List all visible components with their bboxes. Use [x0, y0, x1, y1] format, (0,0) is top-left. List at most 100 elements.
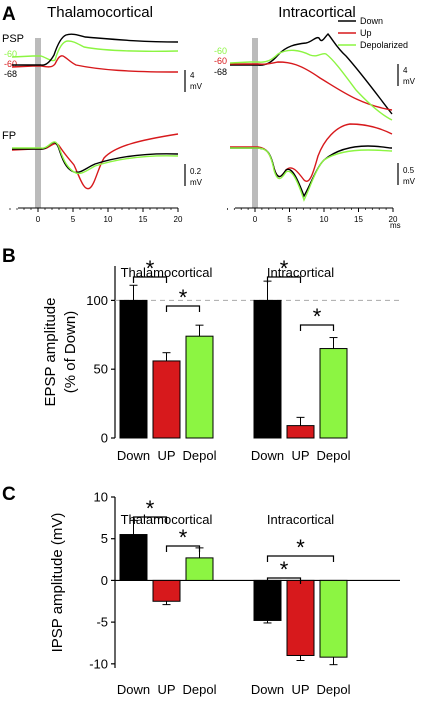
time-tick-label-left: 0 [36, 215, 41, 224]
bar-up [152, 579, 181, 602]
significance-star: * [146, 256, 155, 281]
y-axis-label: EPSP amplitude [42, 298, 59, 407]
group-title: Intracortical [267, 512, 334, 527]
scalebar-right-psp-value: 4 [403, 66, 408, 75]
time-tick-label-left: 20 [174, 215, 183, 224]
category-label: UP [291, 682, 309, 697]
y-tick-label: -10 [89, 656, 108, 671]
psp-trace-depolarized-left [11, 40, 179, 62]
time-tick-label-right: 10 [320, 215, 329, 224]
significance-bracket [165, 545, 201, 552]
legend-label-down: Down [360, 16, 383, 26]
group-title: Thalamocortical [121, 265, 213, 280]
significance-bracket [132, 516, 168, 523]
psp-traces-thalamocortical [11, 33, 179, 73]
fp-traces-intracortical [230, 123, 393, 202]
significance-bracket [266, 555, 335, 562]
fp-traces-thalamocortical [11, 133, 179, 190]
psp-trace-down-right [230, 32, 393, 115]
time-tick-label-left: 15 [139, 215, 148, 224]
category-label: Depol [317, 448, 351, 463]
significance-star: * [296, 535, 305, 560]
category-label: UP [157, 448, 175, 463]
y-tick-label: 10 [94, 490, 108, 505]
potential-label-depol-left: -60 [4, 49, 17, 59]
y-tick-label: 50 [94, 362, 108, 377]
scalebar-right-psp: 4 mV [397, 64, 416, 86]
significance-bracket [299, 324, 335, 331]
scalebar-left-fp-unit: mV [190, 178, 203, 187]
category-label: Depol [183, 682, 217, 697]
fp-trace-depolarized-right [230, 147, 393, 202]
significance-star: * [179, 525, 188, 550]
potential-label-up-right: -60 [214, 56, 227, 66]
potential-label-up-left: -60 [4, 59, 17, 69]
significance-bracket [165, 305, 201, 312]
stimulus-artifact-right [252, 38, 258, 208]
category-label: Down [251, 448, 284, 463]
psp-traces-intracortical [229, 32, 393, 121]
bar-depol [185, 557, 214, 581]
panel-b-letter: B [2, 246, 16, 267]
scalebar-left-psp: 4 mV [184, 70, 203, 92]
scalebar-right-fp-unit: mV [403, 177, 416, 186]
y-tick-label: 5 [101, 531, 108, 546]
time-axis-left: 0 5 10 15 20 [9, 207, 183, 224]
bar-down [253, 579, 282, 621]
fp-trace-depolarized-left [12, 141, 179, 175]
time-tick-label-left: 5 [71, 215, 76, 224]
bar-up [286, 425, 315, 439]
time-axis-right: 0 5 10 15 20 [227, 207, 398, 224]
potential-label-depol-right: -60 [214, 46, 227, 56]
panel-a-letter: A [2, 4, 16, 25]
stimulus-artifact-left [35, 38, 41, 208]
psp-trace-down-left [12, 33, 179, 66]
scalebar-left-fp-value: 0.2 [190, 167, 202, 176]
category-label: Down [117, 682, 150, 697]
panel-a-title-intracortical: Intracortical [278, 4, 356, 21]
significance-star: * [179, 285, 188, 310]
scalebar-right-fp: 0.5 mV [397, 163, 416, 186]
panel-a-title-thalamocortical: Thalamocortical [47, 4, 153, 21]
psp-trace-up-right [230, 61, 393, 111]
psp-trace-up-left [11, 55, 179, 73]
time-tick-label-right: 15 [354, 215, 363, 224]
category-label: Depol [317, 682, 351, 697]
psp-label: PSP [2, 33, 24, 45]
bar-depol [319, 579, 348, 658]
category-label: Down [251, 682, 284, 697]
bar-down [119, 299, 148, 439]
bar-down [253, 299, 282, 439]
time-tick-label-right: 20 [389, 215, 398, 224]
bar-up [152, 360, 181, 439]
scalebar-right-psp-unit: mV [403, 77, 416, 86]
legend-label-depolarized: Depolarized [360, 40, 408, 50]
significance-bracket [266, 577, 302, 584]
significance-star: * [280, 557, 289, 582]
significance-star: * [146, 496, 155, 521]
y-axis-label: IPSP amplitude (mV) [49, 513, 66, 653]
y-tick-label: -5 [96, 615, 108, 630]
potential-label-down-right: -68 [214, 67, 227, 77]
significance-bracket [266, 276, 302, 283]
bar-depol [319, 348, 348, 439]
scalebar-left-psp-value: 4 [190, 71, 195, 80]
scalebar-left-psp-unit: mV [190, 82, 203, 91]
scalebar-right-fp-value: 0.5 [403, 166, 415, 175]
fp-label: FP [2, 130, 16, 142]
time-tick-label-left: 10 [104, 215, 113, 224]
trace-legend: Down Up Depolarized [338, 16, 408, 50]
epsp-chart: 0 50 100 EPSP amplitude (% of Down) Thalamoco… [42, 256, 400, 463]
time-tick-label-right: 0 [253, 215, 258, 224]
category-label: UP [157, 682, 175, 697]
category-label: Down [117, 448, 150, 463]
y-tick-label: 0 [101, 431, 108, 446]
bar-depol [185, 335, 214, 439]
time-unit-label: ms [390, 221, 401, 230]
significance-star: * [280, 256, 289, 281]
bar-up [286, 579, 315, 656]
category-label: Depol [183, 448, 217, 463]
significance-star: * [313, 304, 322, 329]
